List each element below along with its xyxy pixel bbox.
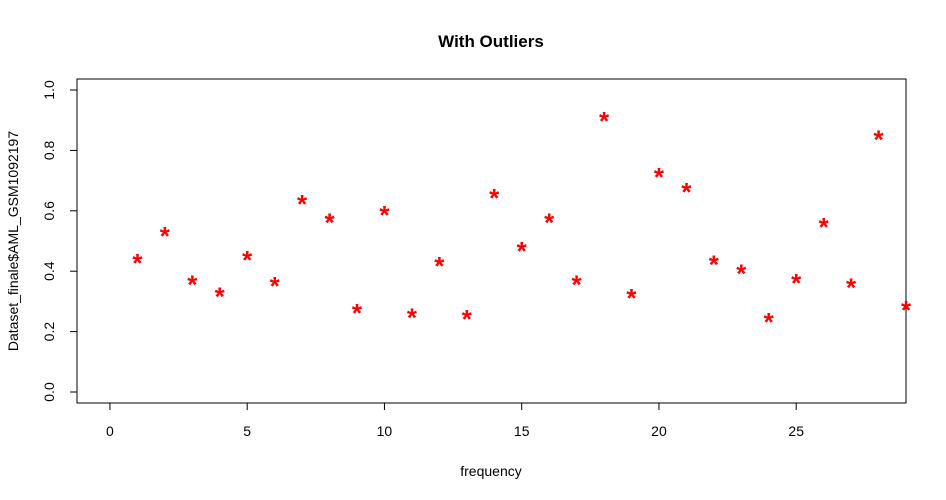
data-point: * (407, 302, 418, 332)
plot-frame (76, 78, 907, 404)
data-point: * (187, 269, 198, 299)
y-tick-label: 1.0 (41, 80, 57, 100)
x-axis: 0 5 10 15 20 25 (106, 402, 804, 439)
data-point: * (379, 200, 390, 230)
x-tick-label: 20 (651, 423, 667, 439)
x-tick-label: 25 (788, 423, 804, 439)
data-point: * (654, 162, 665, 192)
chart-title: With Outliers (438, 32, 544, 51)
data-point: * (489, 183, 500, 213)
data-point: * (681, 177, 692, 207)
data-point: * (517, 236, 528, 266)
y-axis: 0.0 0.2 0.4 0.6 0.8 1.0 (41, 80, 78, 402)
data-point: * (572, 269, 583, 299)
data-points: * * * * * * * * * * * * * * * * * * * * * * * * * * * * * (132, 106, 912, 337)
x-tick-label: 15 (514, 423, 530, 439)
data-point: * (709, 250, 720, 280)
data-point: * (599, 106, 610, 136)
x-tick-label: 10 (377, 423, 393, 439)
data-point: * (352, 298, 363, 328)
data-point: * (873, 124, 884, 154)
data-point: * (434, 251, 445, 281)
y-tick-label: 0.2 (41, 322, 57, 342)
data-point: * (242, 245, 253, 275)
data-point: * (297, 189, 308, 219)
data-point: * (626, 283, 637, 313)
y-tick-label: 0.0 (41, 382, 57, 402)
y-tick-label: 0.8 (41, 140, 57, 160)
x-tick-label: 5 (243, 423, 251, 439)
data-point: * (846, 272, 857, 302)
data-point: * (132, 248, 143, 278)
data-point: * (215, 281, 226, 311)
data-point: * (462, 304, 473, 334)
data-point: * (736, 259, 747, 289)
data-point: * (764, 307, 775, 337)
x-tick-label: 0 (106, 423, 114, 439)
y-tick-label: 0.6 (41, 201, 57, 221)
data-point: * (791, 268, 802, 298)
data-point: * (324, 207, 335, 237)
x-axis-label: frequency (460, 463, 521, 479)
data-point: * (160, 221, 171, 251)
data-point: * (819, 212, 830, 242)
data-point: * (901, 295, 912, 325)
y-tick-label: 0.4 (41, 261, 57, 281)
data-point: * (270, 271, 281, 301)
y-axis-label: Dataset_finale$AML_GSM1092197 (5, 131, 21, 351)
data-point: * (544, 207, 555, 237)
